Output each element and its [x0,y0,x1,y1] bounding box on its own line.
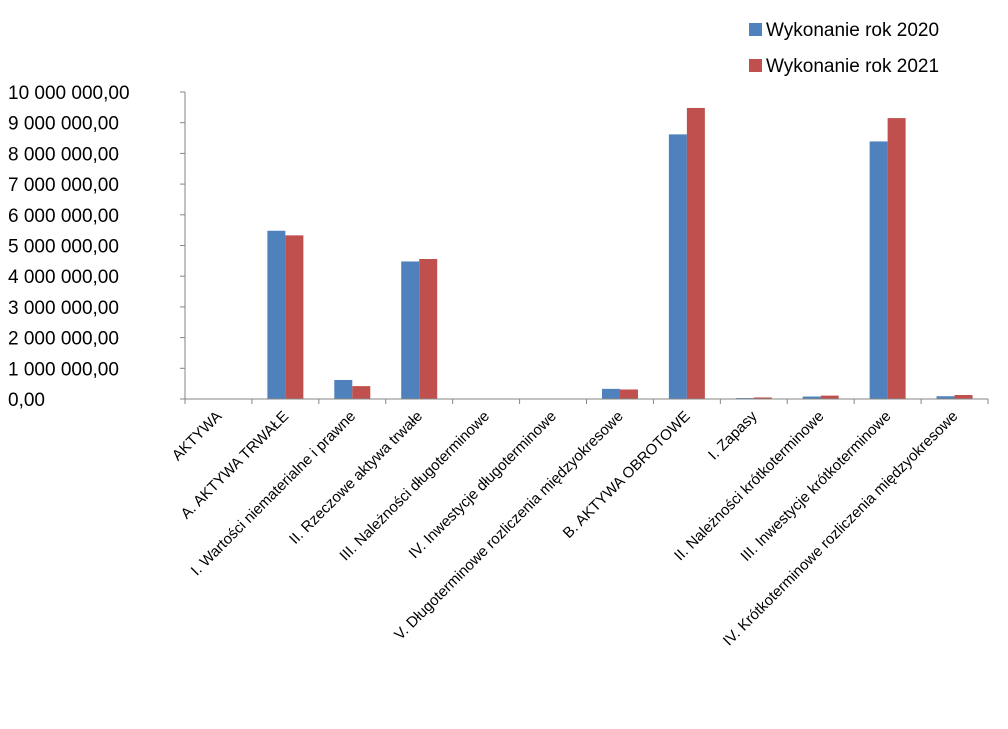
x-category-label: AKTYWA [169,408,225,464]
y-tick-label: 2 000 000,00 [8,329,119,350]
y-tick-label: 6 000 000,00 [8,206,119,227]
bar-series-1 [869,141,888,399]
bar-series-1 [802,396,821,399]
y-tick-label: 8 000 000,00 [8,144,119,165]
bar-series-2 [285,235,304,399]
bar-series-2 [419,259,438,399]
bar-series-2 [352,386,371,399]
bar-series-2 [954,395,973,399]
bar-series-2 [820,395,839,399]
y-tick-label: 10 000 000,00 [8,83,130,104]
legend-swatch [749,59,762,72]
y-axis: 0,00 1 000 000,00 2 000 000,00 3 000 000,00… [8,83,186,411]
bars [267,107,973,400]
x-category-label: B. AKTYWA OBROTOWE [560,408,694,542]
bar-series-1 [401,261,420,399]
bar-series-2 [619,389,638,399]
bar-series-2 [887,118,906,399]
legend: Wykonanie rok 2020 Wykonanie rok 2021 [749,20,939,77]
bar-series-1 [668,134,687,399]
y-tick-label: 7 000 000,00 [8,175,119,196]
y-tick-label: 0,00 [8,390,45,411]
x-category-label: I. Zapasy [705,407,761,463]
bar-series-2 [753,397,772,399]
bar-series-1 [601,388,620,399]
x-category-label: IV. Krótkoterminowe rozliczenia międzyok… [720,408,962,650]
legend-label: Wykonanie rok 2021 [766,56,939,77]
y-tick-label: 1 000 000,00 [8,359,119,380]
x-category-label: II. Rzeczowe aktywa trwałe [286,408,426,548]
y-tick-label: 9 000 000,00 [8,114,119,135]
bar-series-1 [267,230,286,399]
y-tick-label: 5 000 000,00 [8,237,119,258]
legend-label: Wykonanie rok 2020 [766,20,939,41]
y-tick-label: 3 000 000,00 [8,298,119,319]
y-tick-label: 4 000 000,00 [8,267,119,288]
bar-series-2 [686,107,705,400]
bar-series-1 [334,379,353,399]
bar-series-1 [936,396,955,399]
x-category-label: V. Długoterminowe rozliczenia międzyokre… [391,408,627,644]
legend-swatch [749,23,762,36]
